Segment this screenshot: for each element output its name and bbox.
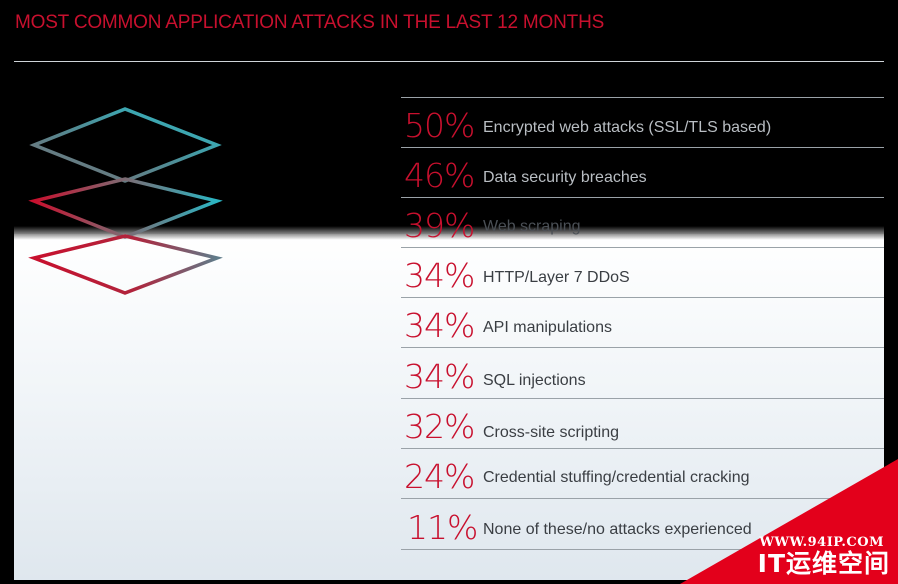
layer-middle (28, 177, 223, 239)
watermark-text: IT运维空间 (757, 549, 890, 578)
watermark-url: WWW.94IP.COM (759, 535, 884, 550)
list-item: 50% Encrypted web attacks (SSL/TLS based… (401, 98, 884, 148)
list-item: 24% Credential stuffing/credential crack… (401, 449, 884, 499)
attack-percent: 34% (404, 357, 475, 396)
layer-top (29, 107, 222, 183)
list-item: 32% Cross-site scripting (401, 399, 884, 449)
attack-label: HTTP/Layer 7 DDoS (483, 269, 630, 286)
attack-label: Data security breaches (483, 169, 647, 186)
attack-label: API manipulations (483, 319, 612, 336)
list-item: 34% SQL injections (401, 349, 884, 399)
attack-label: None of these/no attacks experienced (483, 521, 752, 538)
attack-label: SQL injections (483, 372, 586, 389)
title-divider (14, 61, 884, 62)
list-item: 34% HTTP/Layer 7 DDoS (401, 248, 884, 298)
attack-percent: 24% (404, 457, 475, 496)
list-item: 11% None of these/no attacks experienced (401, 500, 884, 550)
list-item: 34% API manipulations (401, 298, 884, 348)
attack-percent: 34% (404, 256, 475, 295)
attack-label: Encrypted web attacks (SSL/TLS based) (483, 119, 772, 136)
attack-percent: 11% (407, 508, 478, 547)
watermark-triangle (680, 459, 898, 584)
list-top-divider (401, 97, 884, 98)
attack-label: Web scraping (483, 218, 581, 235)
attack-percent: 34% (404, 306, 475, 345)
list-item: 39% Web scraping (401, 198, 884, 248)
layer-bottom (28, 234, 223, 295)
attack-percent: 32% (404, 407, 475, 446)
attack-percent: 46% (404, 156, 475, 195)
attack-label: Credential stuffing/credential cracking (483, 469, 750, 486)
light-panel (14, 234, 884, 580)
stacked-layers-icon (26, 100, 226, 300)
stacked-layers-graphic (28, 107, 223, 295)
attack-label: Cross-site scripting (483, 424, 620, 441)
attack-percent: 50% (404, 106, 475, 145)
list-item: 46% Data security breaches (401, 148, 884, 198)
watermark: WWW.94IP.COM IT运维空间 (658, 459, 898, 584)
attack-percent: 39% (404, 206, 475, 245)
panel-fade (14, 226, 884, 240)
page-title: MOST COMMON APPLICATION ATTACKS IN THE L… (15, 12, 605, 33)
